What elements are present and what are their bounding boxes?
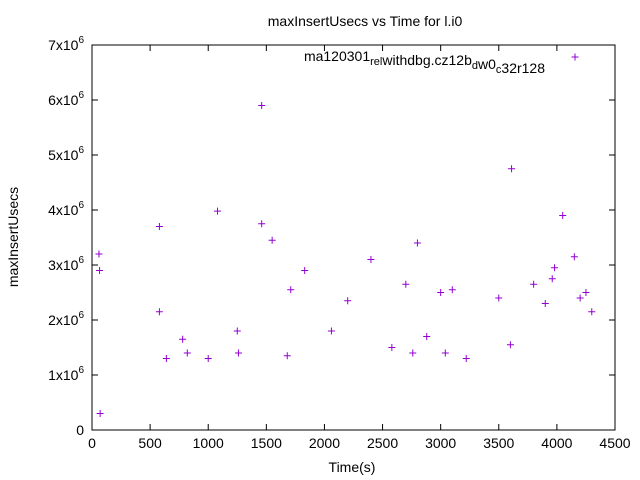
x-tick-label: 3500 — [483, 435, 514, 451]
data-point — [234, 349, 242, 357]
data-point — [287, 286, 295, 294]
y-tick-label: 7x106 — [48, 35, 84, 53]
plot-frame — [91, 44, 616, 431]
data-point — [548, 275, 556, 283]
x-axis-label: Time(s) — [329, 459, 376, 475]
data-point — [441, 349, 449, 357]
y-tick-label: 5x106 — [48, 145, 84, 163]
data-point — [409, 349, 417, 357]
data-point — [214, 207, 222, 215]
data-point — [179, 335, 187, 343]
data-point — [95, 250, 103, 258]
y-tick-label: 1x106 — [48, 365, 84, 383]
x-tick-label: 4000 — [541, 435, 572, 451]
data-point — [423, 333, 431, 340]
data-point — [402, 280, 410, 288]
data-point — [258, 220, 266, 228]
axis-ticks: 0 500 1000 1500 2000 2500 3000 3500 4000 4500 0 1x1… — [48, 35, 631, 451]
data-point — [96, 410, 104, 417]
data-point — [559, 212, 567, 219]
data-point — [506, 341, 514, 349]
data-point — [344, 297, 352, 305]
data-point — [96, 267, 104, 274]
data-point — [183, 349, 191, 357]
data-point — [570, 253, 578, 261]
x-tick-label: 2500 — [367, 435, 398, 451]
x-tick-label: 2000 — [309, 435, 340, 451]
data-point — [437, 289, 445, 296]
data-point — [508, 165, 516, 173]
x-tick-label: 500 — [138, 435, 162, 451]
legend-marker-symbol — [571, 53, 579, 61]
data-point — [233, 327, 241, 335]
data-point — [576, 294, 584, 302]
x-tick-label: 4500 — [599, 435, 630, 451]
data-point — [530, 280, 538, 288]
data-point — [551, 264, 559, 272]
y-tick-label: 3x106 — [48, 255, 84, 273]
chart-title: maxInsertUsecs vs Time for l.i0 — [268, 13, 463, 29]
data-point — [258, 102, 266, 109]
data-points — [95, 102, 596, 417]
data-point — [413, 239, 421, 247]
data-point — [204, 355, 212, 362]
x-tick-label: 3000 — [425, 435, 456, 451]
data-point — [582, 289, 590, 296]
y-tick-label: 2x106 — [48, 310, 84, 328]
data-point — [448, 286, 456, 294]
y-axis-label: maxInsertUsecs — [5, 187, 21, 287]
y-tick-label: 0 — [76, 422, 84, 438]
data-point — [301, 267, 309, 274]
data-point — [155, 308, 163, 316]
x-tick-label: 0 — [88, 435, 96, 451]
legend-marker — [571, 53, 579, 61]
y-tick-label: 4x106 — [48, 200, 84, 218]
data-point — [268, 236, 276, 244]
x-tick-label: 1000 — [193, 435, 224, 451]
data-point — [155, 223, 163, 230]
data-point — [162, 355, 170, 362]
x-tick-label: 1500 — [251, 435, 282, 451]
data-point — [462, 355, 470, 362]
data-point — [283, 352, 291, 360]
legend: ma120301relwithdbg.cz12bdw0c32r128 — [304, 48, 579, 76]
legend-label: ma120301relwithdbg.cz12bdw0c32r128 — [304, 48, 545, 76]
data-point — [327, 327, 335, 335]
data-point — [367, 256, 375, 263]
y-tick-label: 6x106 — [48, 90, 84, 108]
data-point — [588, 308, 596, 316]
data-point — [541, 300, 549, 307]
data-point — [495, 294, 503, 302]
data-point — [388, 344, 396, 351]
